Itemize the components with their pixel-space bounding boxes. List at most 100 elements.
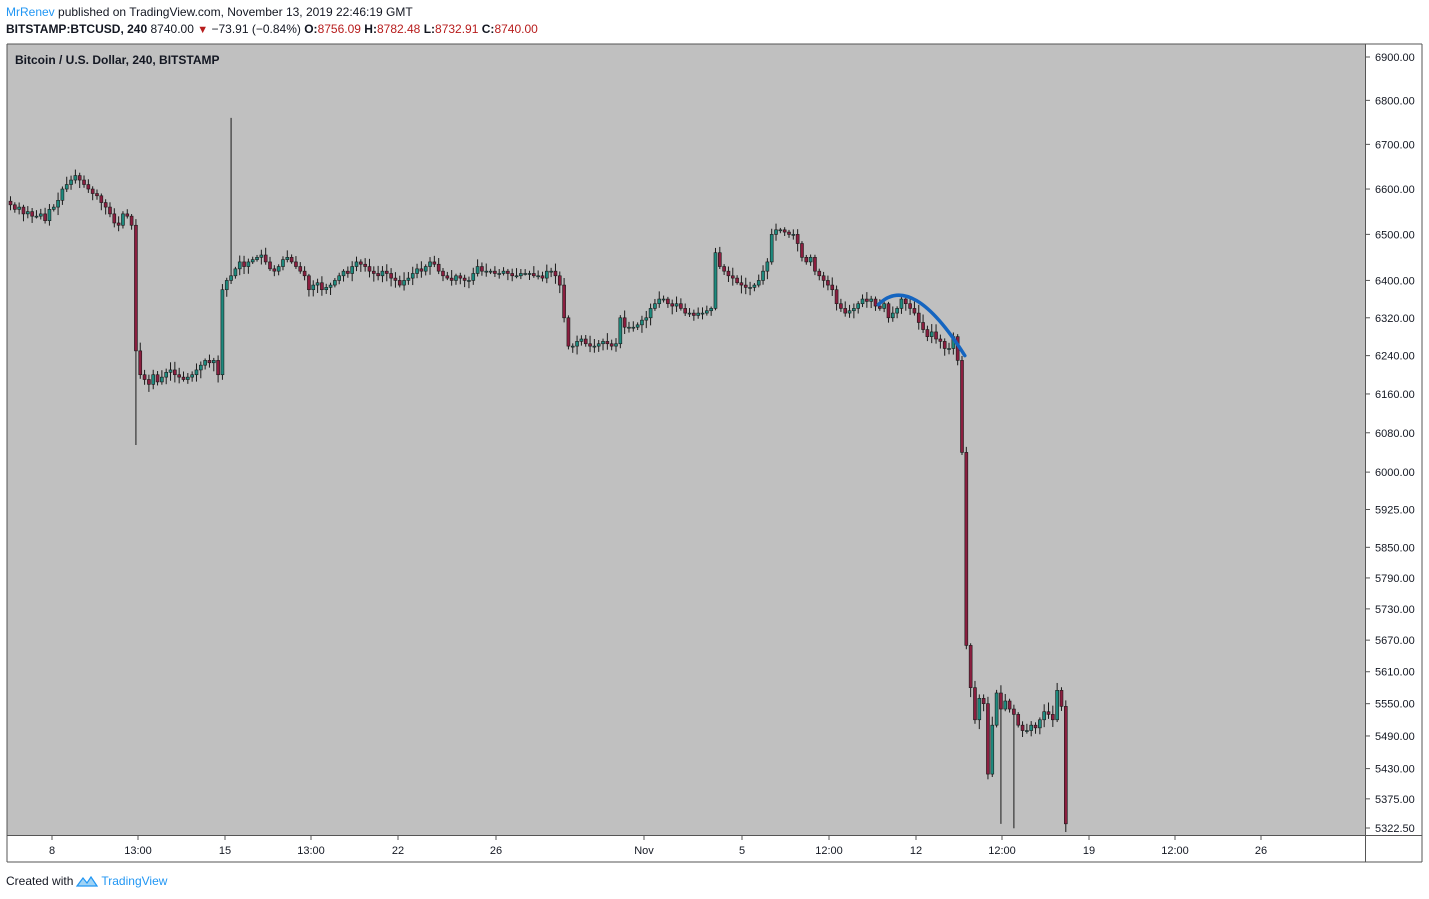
tradingview-logo-icon[interactable] bbox=[76, 874, 99, 888]
candle-bearish bbox=[302, 270, 307, 277]
interval: 240 bbox=[127, 22, 148, 36]
price-tick-label: 6320.00 bbox=[1375, 313, 1415, 325]
candle-bearish bbox=[609, 343, 614, 347]
tradingview-link[interactable]: TradingView bbox=[101, 874, 168, 888]
candle-bearish bbox=[173, 369, 177, 376]
candle-bearish bbox=[839, 303, 843, 309]
candle-bullish bbox=[121, 213, 125, 226]
candle-bullish bbox=[428, 261, 432, 267]
candle-bearish bbox=[138, 350, 143, 376]
candle-bullish bbox=[765, 261, 770, 272]
candle-bullish bbox=[488, 270, 493, 273]
candle-bullish bbox=[255, 257, 259, 260]
price-tick-label: 5670.00 bbox=[1375, 635, 1415, 647]
candle-bullish bbox=[890, 312, 895, 319]
candle-bullish bbox=[1042, 711, 1046, 721]
candle-bearish bbox=[583, 338, 588, 345]
candle-bullish bbox=[856, 303, 861, 309]
candle-bullish bbox=[246, 261, 251, 267]
candle-bearish bbox=[289, 257, 294, 263]
candle-bullish bbox=[579, 338, 584, 342]
candle-bearish bbox=[964, 452, 969, 646]
candle-bearish bbox=[108, 206, 112, 215]
candle-bullish bbox=[259, 254, 264, 258]
candle-bearish bbox=[588, 343, 592, 347]
candle-bullish bbox=[211, 360, 216, 364]
candle-bearish bbox=[510, 273, 515, 277]
candle-bearish bbox=[371, 270, 376, 274]
candle-bearish bbox=[272, 268, 277, 272]
candle-bearish bbox=[1007, 700, 1012, 710]
candle-bearish bbox=[735, 277, 739, 284]
price-axis[interactable]: 6900.00 6800.00 6700.00 6600.00 6500.00 6400.… bbox=[1365, 52, 1415, 835]
candle-bullish bbox=[250, 259, 255, 263]
candle-bullish bbox=[484, 270, 489, 273]
time-tick-label: 19 bbox=[1083, 845, 1095, 857]
time-axis[interactable]: 8 13:00 15 13:00 22 26 Nov 5 12:00 12 12:00 19 12:00… bbox=[49, 835, 1267, 857]
candle-bullish bbox=[203, 360, 207, 366]
candle-bearish bbox=[242, 261, 246, 267]
candle-bearish bbox=[1033, 724, 1038, 729]
candle-bullish bbox=[17, 206, 21, 210]
candle-bearish bbox=[817, 270, 822, 277]
candle-bullish bbox=[73, 175, 78, 181]
candle-bearish bbox=[934, 331, 938, 340]
candle-bullish bbox=[601, 341, 605, 345]
candle-bearish bbox=[605, 341, 610, 345]
price-tick-label: 5790.00 bbox=[1375, 573, 1415, 585]
candle-bearish bbox=[666, 298, 670, 305]
candle-bearish bbox=[181, 376, 186, 380]
candle-bearish bbox=[436, 263, 441, 272]
candle-bullish bbox=[56, 200, 60, 208]
candle-bullish bbox=[640, 319, 644, 326]
price-tick-label: 6240.00 bbox=[1375, 351, 1415, 363]
candle-bearish bbox=[359, 261, 363, 265]
time-tick-label: 12:00 bbox=[815, 845, 843, 857]
candle-bullish bbox=[635, 324, 640, 328]
author-link[interactable]: MrRenev bbox=[6, 5, 55, 19]
candle-bullish bbox=[233, 268, 238, 277]
candle-bearish bbox=[30, 211, 34, 217]
candle-bearish bbox=[960, 360, 964, 453]
candle-bearish bbox=[981, 698, 986, 704]
candle-bearish bbox=[346, 270, 350, 274]
candle-bearish bbox=[134, 224, 138, 352]
candle-bearish bbox=[90, 188, 95, 194]
publish-header: MrRenev published on TradingView.com, No… bbox=[6, 4, 413, 21]
candle-bullish bbox=[869, 298, 873, 302]
candle-bullish bbox=[929, 331, 934, 337]
candle-bearish bbox=[1064, 706, 1068, 825]
candle-bearish bbox=[77, 175, 82, 181]
candle-bearish bbox=[99, 195, 104, 203]
candle-bearish bbox=[1012, 708, 1016, 715]
candle-bearish bbox=[432, 261, 437, 265]
price-tick-label: 5730.00 bbox=[1375, 604, 1415, 616]
candle-bearish bbox=[155, 374, 160, 383]
candle-bearish bbox=[973, 687, 977, 721]
candle-bearish bbox=[389, 273, 393, 279]
candle-bearish bbox=[493, 270, 497, 274]
candle-bullish bbox=[514, 275, 519, 278]
candle-bearish bbox=[938, 338, 943, 342]
candle-bearish bbox=[367, 266, 372, 272]
plot-area[interactable] bbox=[7, 44, 1365, 835]
candle-bearish bbox=[397, 280, 402, 286]
candle-bearish bbox=[363, 263, 367, 267]
candle-bearish bbox=[8, 200, 13, 206]
candle-bullish bbox=[276, 266, 281, 272]
candle-bullish bbox=[354, 261, 359, 267]
candle-bearish bbox=[739, 282, 744, 286]
candle-bullish bbox=[220, 289, 225, 376]
candle-bullish bbox=[544, 270, 549, 279]
candle-bullish bbox=[1038, 719, 1042, 729]
candle-bullish bbox=[536, 275, 540, 278]
candle-bullish bbox=[337, 275, 342, 281]
candle-bearish bbox=[942, 341, 947, 349]
price-tick-label: 5490.00 bbox=[1375, 731, 1415, 743]
candle-bearish bbox=[800, 243, 804, 258]
candle-bearish bbox=[532, 273, 536, 277]
candle-bullish bbox=[168, 369, 173, 373]
candle-bearish bbox=[921, 322, 925, 330]
candle-bullish bbox=[687, 312, 692, 315]
